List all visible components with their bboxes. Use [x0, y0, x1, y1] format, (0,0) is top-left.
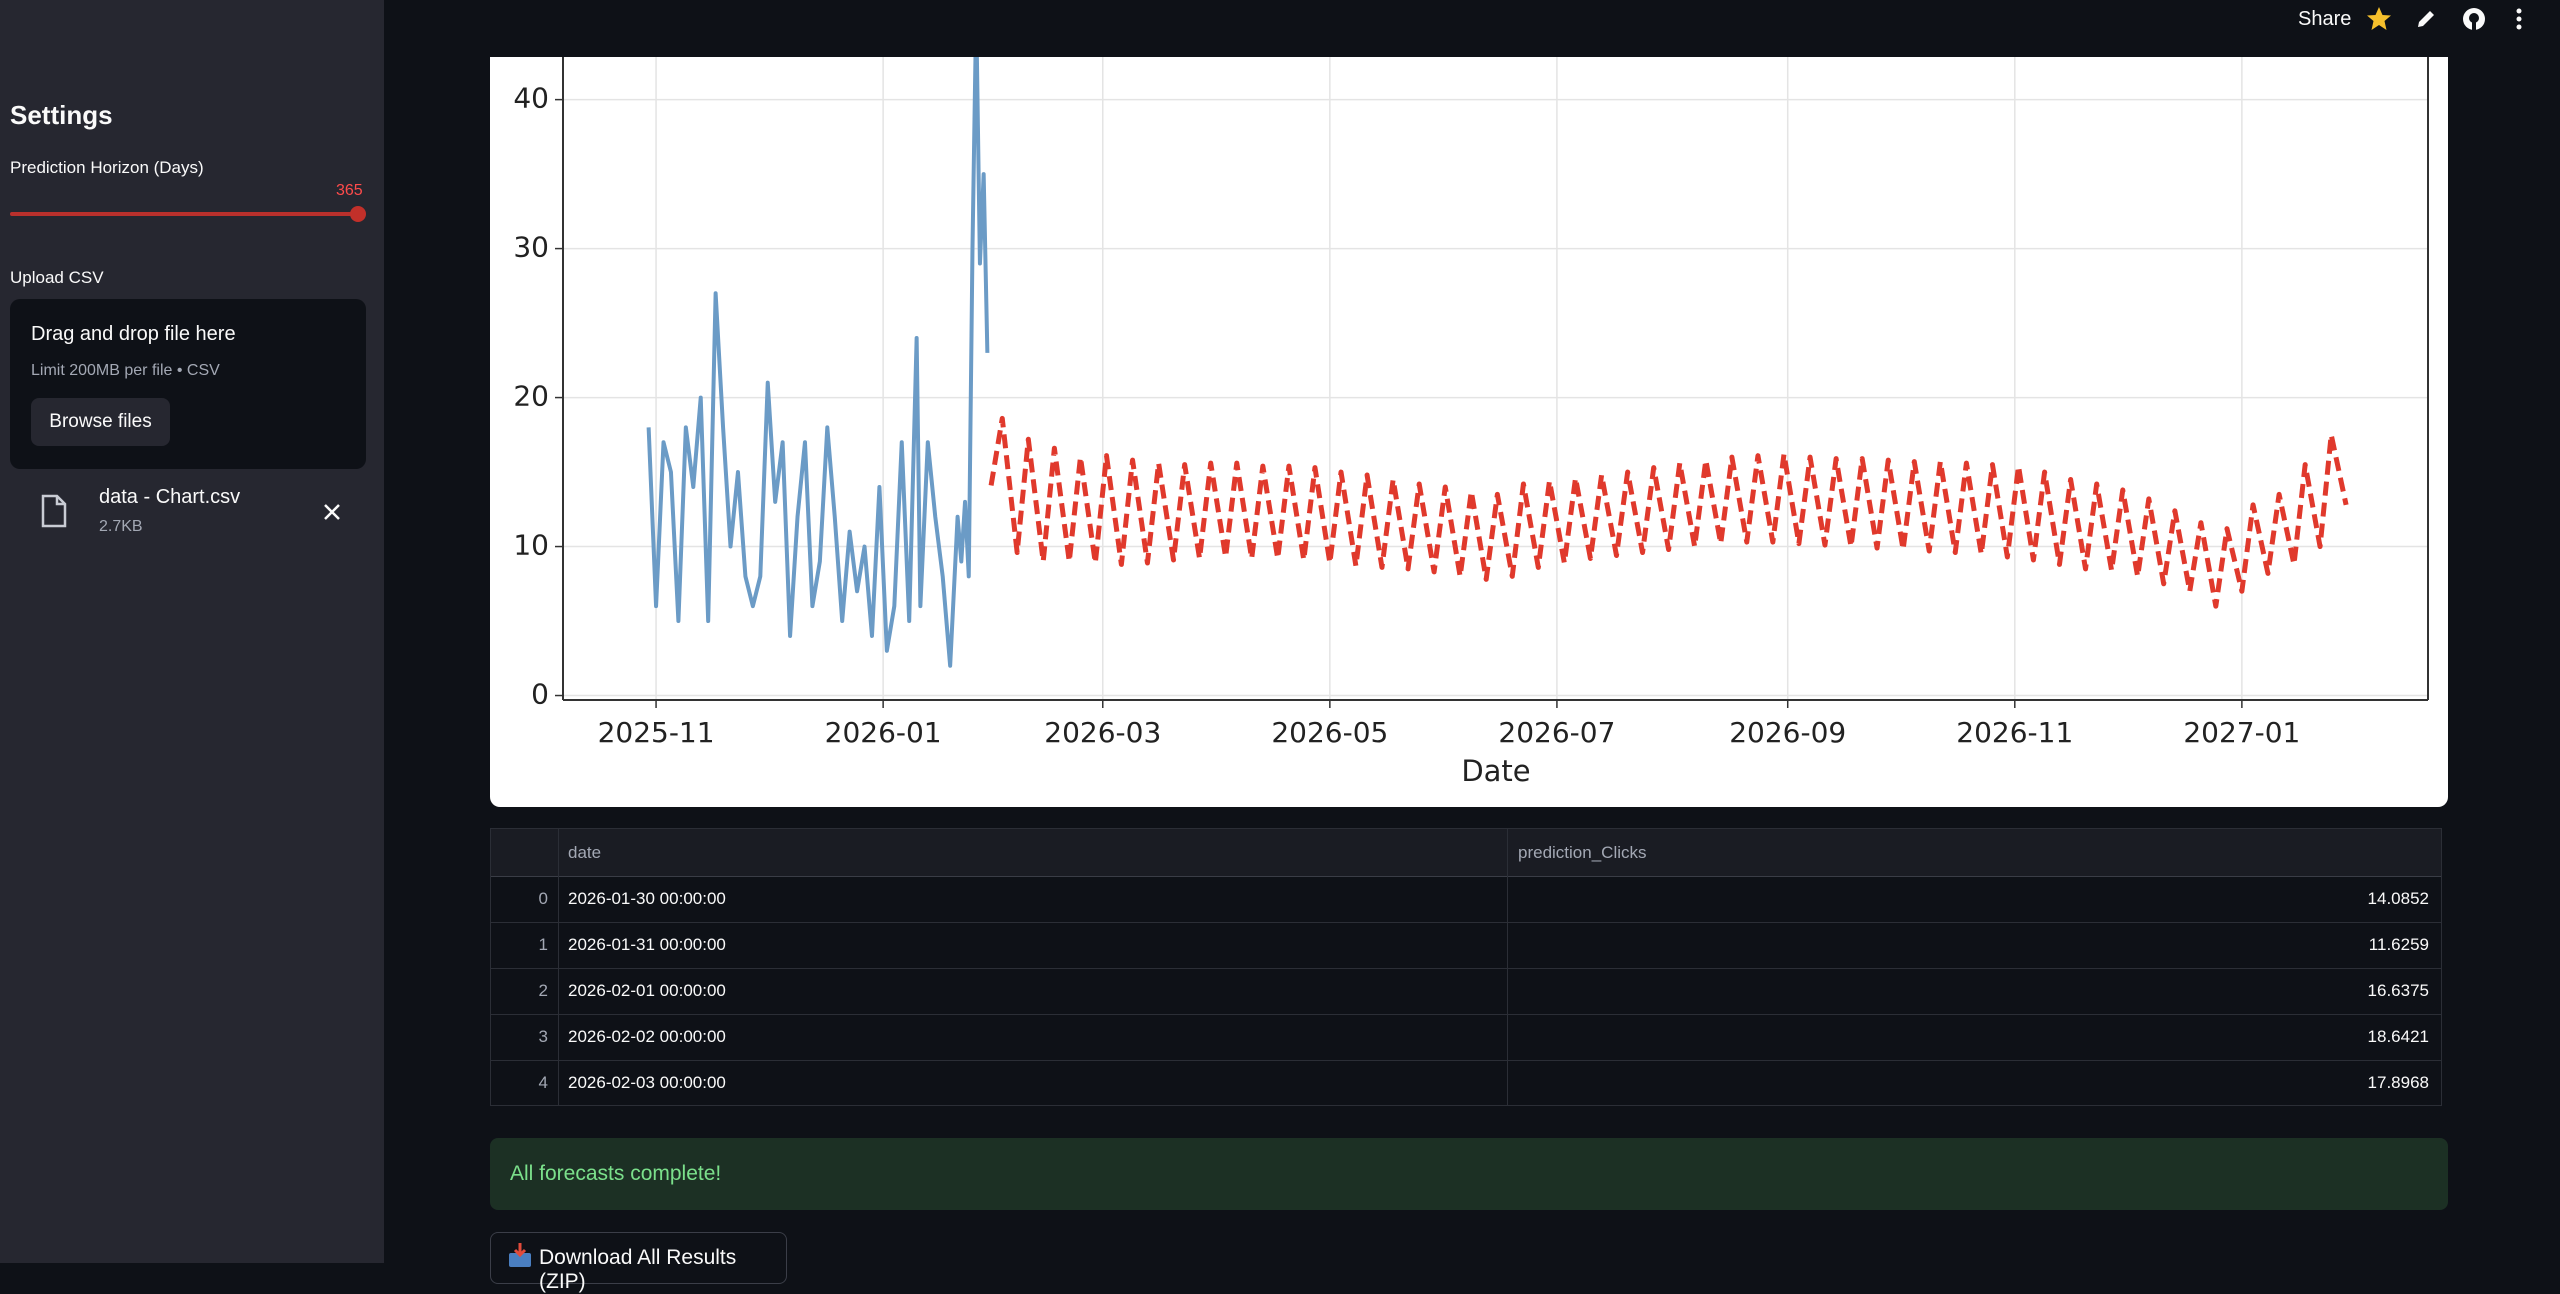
github-icon[interactable] [2462, 7, 2486, 31]
column-divider [1507, 829, 1508, 1105]
column-header: prediction_Clicks [1518, 843, 1647, 862]
row-index: 0 [538, 889, 548, 908]
date-cell: 2026-02-03 00:00:00 [568, 1073, 726, 1092]
date-cell: 2026-01-31 00:00:00 [568, 935, 726, 954]
x-tick-label: 2026-01 [825, 716, 942, 749]
prediction-cell: 16.6375 [2367, 981, 2429, 1000]
star-icon[interactable] [2366, 6, 2392, 32]
data-table: date prediction_Clicks 0 2026-01-30 00:00:0… [490, 828, 2442, 1106]
prediction-cell: 11.6259 [2368, 935, 2429, 954]
slider-thumb[interactable] [350, 206, 366, 222]
prediction-cell: 14.0852 [2367, 889, 2429, 908]
top-bar: Share [0, 0, 2560, 57]
browse-button[interactable]: Browse files [31, 398, 170, 446]
prediction-cell: 18.6421 [2367, 1027, 2429, 1046]
share-button[interactable]: Share [2298, 8, 2352, 30]
x-tick-label: 2026-07 [1498, 716, 1615, 749]
row-index: 4 [538, 1073, 548, 1092]
chart-svg: Date 0 10 20 30 40 2025-11 2026-01 2026-03 2026-… [513, 57, 2429, 788]
y-tick-label: 30 [513, 231, 549, 264]
slider-value: 365 [336, 182, 363, 199]
row-divider [491, 1060, 2441, 1061]
date-cell: 2026-02-02 00:00:00 [568, 1027, 726, 1046]
column-divider [558, 829, 559, 1105]
slider-label: Prediction Horizon (Days) [10, 158, 204, 177]
y-tick-label: 20 [513, 380, 549, 413]
file-size: 2.7KB [99, 518, 143, 535]
y-tick-label: 10 [513, 529, 549, 562]
upload-label: Upload CSV [10, 268, 104, 287]
row-divider [491, 968, 2441, 969]
x-tick-label: 2026-11 [1956, 716, 2073, 749]
dropzone-title: Drag and drop file here [31, 323, 236, 345]
file-name: data - Chart.csv [99, 486, 241, 508]
download-text: Download All Results (ZIP) [539, 1246, 737, 1293]
series-line [988, 415, 2349, 609]
table-header [491, 829, 2441, 877]
x-tick-label: 2025-11 [598, 716, 715, 749]
chart: Date 0 10 20 30 40 2025-11 2026-01 2026-03 2026-… [490, 57, 2448, 807]
row-index: 1 [538, 935, 548, 954]
download-icon [509, 1243, 531, 1267]
row-index: 3 [538, 1027, 548, 1046]
date-cell: 2026-01-30 00:00:00 [568, 889, 726, 908]
y-tick-label: 0 [531, 678, 549, 711]
dropzone-limit: Limit 200MB per file • CSV [31, 362, 220, 379]
row-divider [491, 922, 2441, 923]
x-tick-label: 2026-03 [1044, 716, 1161, 749]
edit-icon[interactable] [2415, 8, 2437, 30]
sidebar: Settings Prediction Horizon (Days) 365 U… [0, 0, 384, 1263]
slider-track[interactable] [10, 212, 358, 216]
prediction-cell: 17.8968 [2367, 1073, 2429, 1092]
success-text: All forecasts complete! [510, 1162, 722, 1185]
menu-icon[interactable] [2512, 6, 2526, 32]
row-divider [491, 1014, 2441, 1015]
series-line [646, 57, 990, 668]
success-alert: All forecasts complete! [490, 1138, 2448, 1210]
sidebar-title: Settings [10, 100, 113, 130]
column-header: date [568, 843, 602, 862]
remove-file[interactable] [323, 503, 341, 521]
x-tick-label: 2026-05 [1271, 716, 1388, 749]
x-axis-label: Date [1461, 754, 1530, 788]
row-index: 2 [538, 981, 548, 1000]
dropzone[interactable]: Drag and drop file here Limit 200MB per … [10, 299, 366, 469]
chart-container: Date 0 10 20 30 40 2025-11 2026-01 2026-03 2026-… [490, 57, 2448, 807]
x-tick-label: 2026-09 [1729, 716, 1846, 749]
x-tick-label: 2027-01 [2183, 716, 2300, 749]
y-tick-label: 40 [513, 82, 549, 115]
file-icon [41, 494, 67, 528]
download-button[interactable]: Download All Results (ZIP) [490, 1232, 787, 1293]
date-cell: 2026-02-01 00:00:00 [568, 981, 726, 1000]
